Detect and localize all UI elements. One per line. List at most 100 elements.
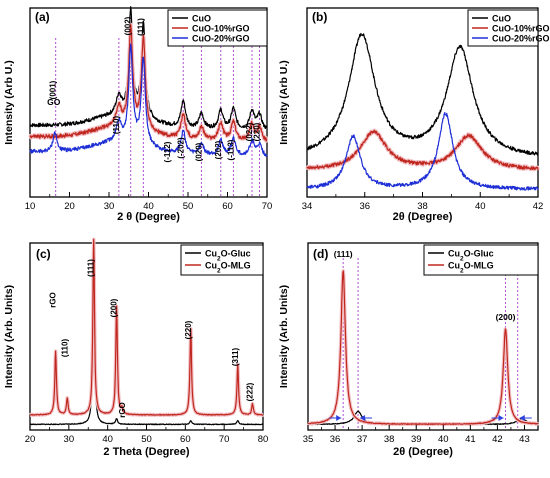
x-tick-label: 20 (25, 434, 36, 445)
x-tick-label: 42 (492, 434, 503, 445)
panel-d: (d) 35 36 37 38 39 40 41 42 43 2θ (Degree) Intensit… (278, 242, 540, 458)
series-line-0 (306, 32, 539, 156)
peak-label: (020) (194, 142, 203, 161)
legend-label: Cu2O-Gluc (205, 249, 251, 263)
x-tick-label: 70 (262, 201, 273, 212)
x-tick-label: 37 (357, 434, 368, 445)
x-tick-label: 38 (384, 434, 395, 445)
peak-label: (111) (136, 18, 145, 36)
peak-label: (001) (49, 80, 58, 99)
peak-label: (200) (496, 312, 516, 322)
x-tick-label: 70 (219, 434, 230, 445)
x-tick-label: 36 (330, 434, 341, 445)
peak-label: (200) (110, 298, 119, 317)
legend-label: CuO-10%rGO (492, 24, 550, 34)
legend-label-part: O-MLG (221, 261, 251, 271)
peak-label: (222) (246, 382, 255, 401)
legend-label-part: O-Gluc (464, 249, 494, 259)
x-tick-label: 34 (302, 201, 313, 212)
legend-label: CuO-10%rGO (192, 24, 250, 34)
peak-label: (022) (245, 122, 254, 141)
panel-b: (b) 34 36 38 40 42 2θ (Degree) Intensity (Arb U… (278, 7, 550, 223)
series-line-1 (307, 270, 539, 426)
shift-arrow-head (519, 415, 525, 421)
peak-label: (110) (112, 116, 121, 135)
x-tick-label: 80 (258, 434, 269, 445)
x-tick-label: 36 (359, 201, 370, 212)
x-tick-label: 60 (180, 434, 191, 445)
peak-label: (-202) (176, 137, 185, 159)
x-tick-label: 35 (303, 434, 314, 445)
shift-arrow-head (336, 415, 342, 421)
panel-a: (a) 10 20 30 40 50 60 70 2 θ (Degree) Intensity (… (3, 6, 273, 223)
x-tick-label: 50 (141, 434, 152, 445)
y-axis-label: Intensity (Arb U.) (3, 60, 15, 145)
peak-label: rGO (49, 292, 58, 308)
x-axis-label: 2θ (Degree) (393, 446, 453, 458)
x-tick-label: 30 (104, 201, 115, 212)
x-tick-label: 40 (475, 201, 486, 212)
legend-label: CuO-20%rGO (192, 34, 250, 44)
peak-label: (202) (214, 140, 223, 159)
x-tick-label: 40 (102, 434, 113, 445)
peak-label: (002) (124, 16, 133, 35)
legend-label-part: O-Gluc (221, 249, 251, 259)
x-tick-label: 30 (64, 434, 75, 445)
legend-box (423, 244, 539, 276)
legend-label: CuO (192, 14, 211, 24)
legend-label-part: Cu (205, 261, 217, 271)
y-axis-label: Intensity (Arb U.) (278, 60, 290, 145)
series-line-0 (29, 292, 264, 426)
peak-label: (220) (252, 122, 261, 141)
peak-label: rGO (118, 402, 127, 418)
shift-arrow-head (360, 415, 366, 421)
legend-box (180, 244, 264, 276)
x-tick-label: 40 (438, 434, 449, 445)
series-line-2 (306, 112, 539, 191)
panel-tag: (c) (36, 247, 51, 261)
legend-label-sub: 2 (217, 267, 221, 274)
x-tick-label: 60 (222, 201, 233, 212)
legend-label-sub: 2 (460, 255, 464, 262)
panel-tag: (a) (35, 10, 50, 24)
x-tick-label: 42 (533, 201, 544, 212)
peak-label: (220) (184, 320, 193, 339)
series-line-1 (29, 238, 264, 416)
plot-frame (307, 242, 539, 431)
x-axis-label: 2 θ (Degree) (117, 211, 180, 223)
x-tick-label: 40 (143, 201, 154, 212)
x-axis-label: 2θ (Degree) (393, 211, 453, 223)
legend-label-sub: 2 (460, 267, 464, 274)
peak-label: (111) (87, 259, 96, 277)
legend-label: Cu2O-MLG (448, 261, 494, 275)
y-axis-label: Intensity (Arb. Units) (278, 285, 290, 388)
peak-label: (-112) (163, 141, 172, 162)
peak-label: (-113) (226, 139, 235, 160)
x-tick-label: 20 (64, 201, 75, 212)
x-axis-label: 2 Theta (Degree) (103, 446, 190, 458)
panel-tag: (b) (312, 10, 327, 24)
legend-label: Cu2O-Gluc (448, 249, 494, 263)
legend-label-part: Cu (448, 261, 460, 271)
peak-label: (311) (231, 348, 240, 367)
series-line-2 (29, 43, 268, 157)
x-tick-label: 10 (25, 201, 36, 212)
x-tick-label: 38 (417, 201, 428, 212)
legend-label-sub: 2 (217, 255, 221, 262)
legend-label-part: Cu (448, 249, 460, 259)
x-tick-label: 41 (465, 434, 476, 445)
peak-label: (110) (60, 339, 69, 358)
panel-c: (c) 20 30 40 50 60 70 80 2 Theta (Degree) Intensi… (3, 237, 269, 458)
legend-label-part: O-MLG (464, 261, 494, 271)
x-tick-label: 50 (183, 201, 194, 212)
legend-label: CuO-20%rGO (492, 34, 550, 44)
x-tick-label: 43 (519, 434, 530, 445)
series-line-1 (29, 23, 268, 142)
x-tick-label: 39 (411, 434, 422, 445)
peak-label: GO (47, 97, 61, 107)
